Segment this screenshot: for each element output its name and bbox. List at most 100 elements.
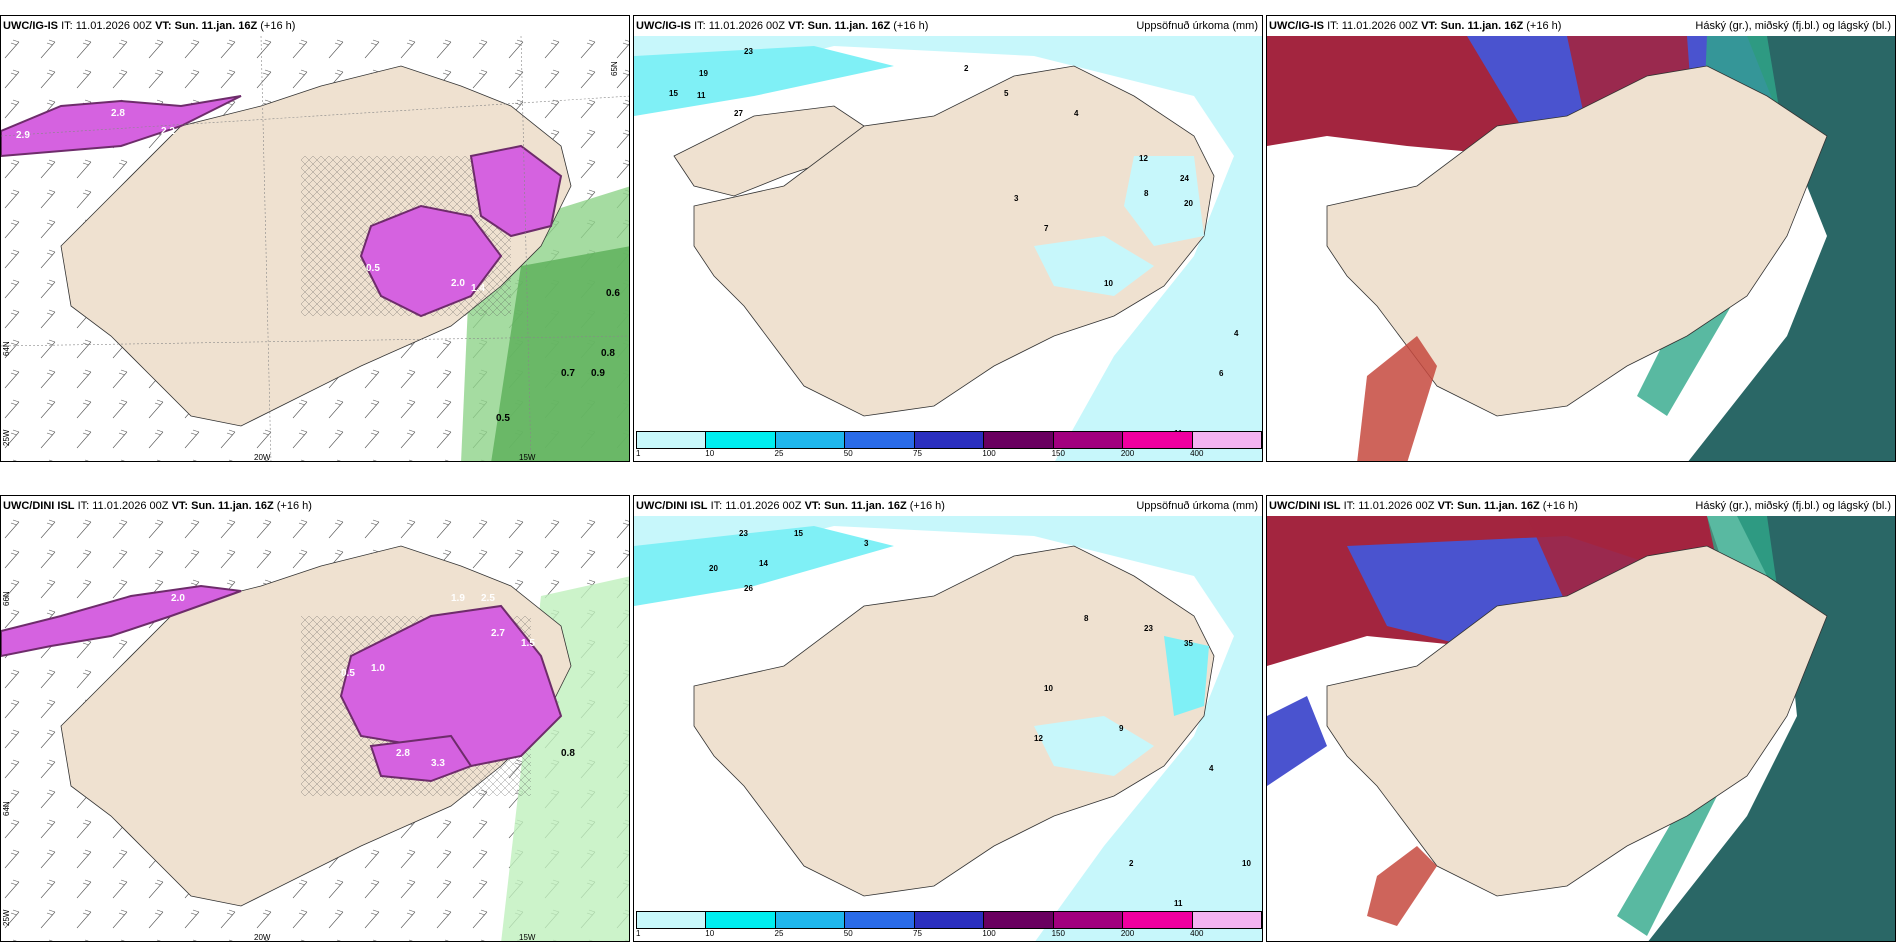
precip-value: 23 bbox=[744, 47, 753, 56]
colorbar bbox=[636, 431, 1262, 449]
map-canvas bbox=[1267, 36, 1895, 461]
precip-value: 2.8 bbox=[111, 108, 125, 119]
precip-value: 6 bbox=[1219, 369, 1224, 378]
colorbar bbox=[636, 911, 1262, 929]
axis-label: 65N bbox=[610, 61, 619, 76]
precip-value: 2.0 bbox=[171, 593, 185, 604]
precip-value: 3 bbox=[864, 539, 869, 548]
precip-value: 20 bbox=[709, 564, 718, 573]
axis-label: 20W bbox=[254, 453, 271, 462]
precip-value: 3.3 bbox=[431, 758, 445, 769]
precip-value: 2 bbox=[1129, 859, 1134, 868]
precip-value: 11 bbox=[697, 91, 706, 100]
precip-value: 23 bbox=[739, 529, 748, 538]
panel-precip-wind-dini: UWC/DINI ISL IT: 11.01.2026 00Z VT: Sun.… bbox=[0, 495, 630, 942]
axis-label: 66N bbox=[2, 591, 11, 606]
axis-label: 15W bbox=[519, 933, 536, 942]
panel-header: UWC/IG-IS IT: 11.01.2026 00Z VT: Sun. 11… bbox=[3, 20, 296, 32]
colorbar-swatch bbox=[637, 912, 707, 928]
panel-header: UWC/IG-IS IT: 11.01.2026 00Z VT: Sun. 11… bbox=[636, 20, 929, 32]
colorbar-swatch bbox=[1192, 432, 1261, 448]
precip-value: 26 bbox=[744, 584, 753, 593]
panel-title: Uppsöfnuð úrkoma (mm) bbox=[1136, 500, 1258, 512]
map-canvas: 23 19 15 11 27 2 5 4 12 24 20 10 8 3 7 6… bbox=[634, 36, 1262, 461]
axis-label: 15W bbox=[519, 453, 536, 462]
colorbar-swatch bbox=[1123, 912, 1193, 928]
map-canvas bbox=[1267, 516, 1895, 941]
precip-value: 2.8 bbox=[396, 748, 410, 759]
precip-value: 5 bbox=[1004, 89, 1009, 98]
precip-value: 2.0 bbox=[451, 278, 465, 289]
precip-value: 0.9 bbox=[591, 368, 605, 379]
precip-value: 10 bbox=[1242, 859, 1251, 868]
precip-value: 1.5 bbox=[521, 638, 535, 649]
panel-clouds-dini: UWC/DINI ISL IT: 11.01.2026 00Z VT: Sun.… bbox=[1266, 495, 1896, 942]
colorbar-swatch bbox=[1053, 912, 1124, 928]
precip-value: 4 bbox=[1234, 329, 1239, 338]
colorbar-swatch bbox=[845, 912, 915, 928]
precip-value: 19 bbox=[699, 69, 708, 78]
colorbar-swatch bbox=[775, 912, 846, 928]
precip-value: 14 bbox=[759, 559, 768, 568]
precip-value: 27 bbox=[734, 109, 743, 118]
colorbar-swatch bbox=[706, 432, 776, 448]
precip-value: 0.5 bbox=[496, 413, 510, 424]
axis-label: 64N bbox=[2, 801, 11, 816]
precip-value: 10 bbox=[1104, 279, 1113, 288]
colorbar-swatch bbox=[1053, 432, 1124, 448]
precip-value: 0.5 bbox=[366, 263, 380, 274]
axis-label: 64N bbox=[2, 341, 11, 356]
colorbar-swatch bbox=[706, 912, 776, 928]
colorbar-swatch bbox=[775, 432, 846, 448]
precip-value: 1.4 bbox=[471, 283, 485, 294]
map-canvas: 23 15 20 14 26 3 35 23 12 10 9 8 4 2 7 1… bbox=[634, 516, 1262, 941]
panel-title: Háský (gr.), miðský (fj.bl.) og lágský (… bbox=[1695, 500, 1891, 512]
precip-value: 8 bbox=[1084, 614, 1089, 623]
colorbar-swatch bbox=[984, 912, 1054, 928]
panel-header: UWC/DINI ISL IT: 11.01.2026 00Z VT: Sun.… bbox=[1269, 500, 1578, 512]
precip-value: 12 bbox=[1034, 734, 1043, 743]
axis-label: 20W bbox=[254, 933, 271, 942]
colorbar-swatch bbox=[914, 432, 985, 448]
panel-header: UWC/IG-IS IT: 11.01.2026 00Z VT: Sun. 11… bbox=[1269, 20, 1562, 32]
panel-clouds-igis: UWC/IG-IS IT: 11.01.2026 00Z VT: Sun. 11… bbox=[1266, 15, 1896, 462]
colorbar-swatch bbox=[914, 912, 985, 928]
precip-value: 0.7 bbox=[561, 368, 575, 379]
colorbar-labels: 1 10 25 50 75 100 150 200 400 bbox=[636, 449, 1204, 458]
precip-value: 2.9 bbox=[16, 130, 30, 141]
panel-title: Uppsöfnuð úrkoma (mm) bbox=[1136, 20, 1258, 32]
panel-header: UWC/DINI ISL IT: 11.01.2026 00Z VT: Sun.… bbox=[3, 500, 312, 512]
panel-title: Háský (gr.), miðský (fj.bl.) og lágský (… bbox=[1695, 20, 1891, 32]
precip-value: 23 bbox=[1144, 624, 1153, 633]
precip-value: 0.6 bbox=[606, 288, 620, 299]
precip-value: 2.2 bbox=[161, 126, 175, 137]
precip-value: 35 bbox=[1184, 639, 1193, 648]
colorbar-swatch bbox=[1123, 432, 1193, 448]
precip-value: 20 bbox=[1184, 199, 1193, 208]
colorbar-swatch bbox=[845, 432, 915, 448]
colorbar-swatch bbox=[637, 432, 707, 448]
precip-value: 3 bbox=[1014, 194, 1019, 203]
precip-value: 12 bbox=[1139, 154, 1148, 163]
panel-header: UWC/DINI ISL IT: 11.01.2026 00Z VT: Sun.… bbox=[636, 500, 945, 512]
precip-value: 2.7 bbox=[491, 628, 505, 639]
precip-value: 4 bbox=[1074, 109, 1079, 118]
colorbar-swatch bbox=[984, 432, 1054, 448]
panel-accum-precip-igis: UWC/IG-IS IT: 11.01.2026 00Z VT: Sun. 11… bbox=[633, 15, 1263, 462]
axis-label: 25W bbox=[2, 909, 11, 926]
precip-value: 8 bbox=[1144, 189, 1149, 198]
map-canvas: 1.9 2.5 2.7 2.0 1.5 1.0 0.5 3.3 2.8 0.8 … bbox=[1, 516, 629, 942]
panel-precip-wind-igis: UWC/IG-IS IT: 11.01.2026 00Z VT: Sun. 11… bbox=[0, 15, 630, 462]
colorbar-labels: 1 10 25 50 75 100 150 200 400 bbox=[636, 929, 1204, 938]
precip-value: 10 bbox=[1044, 684, 1053, 693]
precip-value: 11 bbox=[1174, 899, 1183, 908]
precip-value: 2 bbox=[964, 64, 969, 73]
precip-value: 15 bbox=[794, 529, 803, 538]
precip-value: 0.5 bbox=[341, 668, 355, 679]
precip-value: 9 bbox=[1119, 724, 1124, 733]
precip-value: 15 bbox=[669, 89, 678, 98]
precip-value: 4 bbox=[1209, 764, 1214, 773]
precip-value: 0.8 bbox=[601, 348, 615, 359]
precip-value: 0.8 bbox=[561, 748, 575, 759]
precip-value: 7 bbox=[1044, 224, 1049, 233]
